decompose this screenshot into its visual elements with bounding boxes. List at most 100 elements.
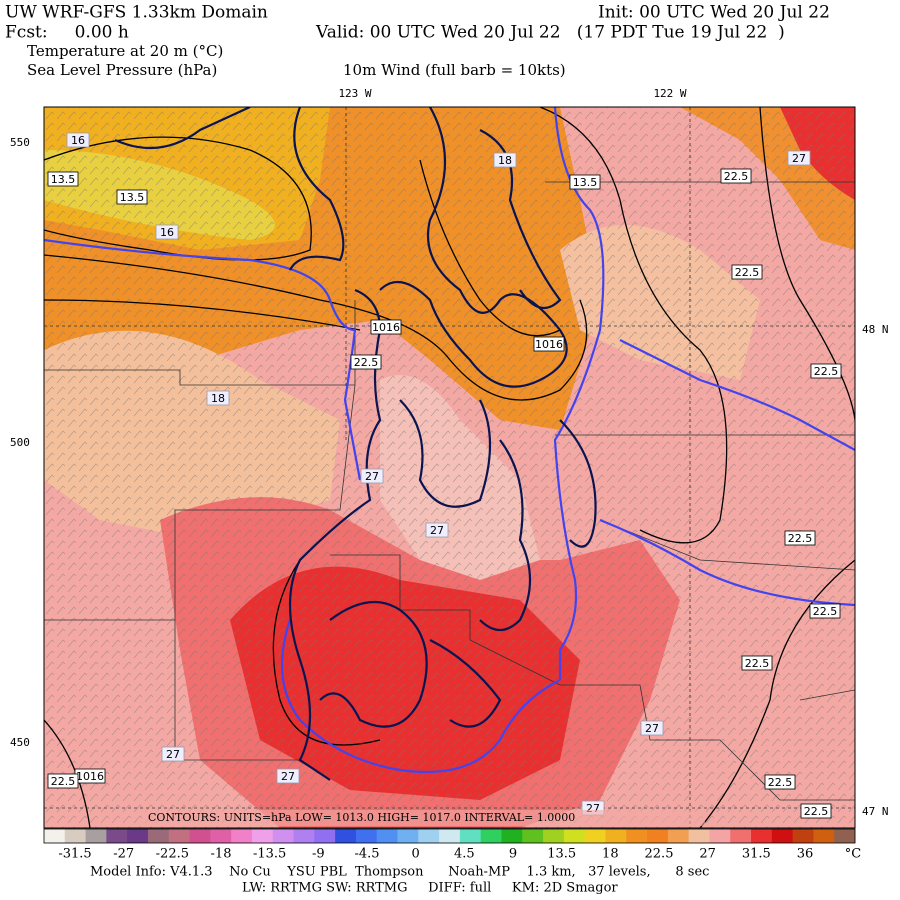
contour-label: 1016 (372, 321, 400, 334)
contour-label-box (360, 468, 384, 484)
contour-label-box (569, 174, 601, 190)
color-swatch (376, 829, 398, 843)
color-swatch (480, 829, 502, 843)
contour-label: 18 (211, 392, 225, 405)
color-swatch (272, 829, 294, 843)
colorbar-label: 13.5 (547, 847, 576, 862)
color-swatch (44, 829, 66, 843)
color-swatch (439, 829, 461, 843)
contour-label-box (425, 522, 449, 538)
color-swatch (522, 829, 544, 843)
color-swatch (501, 829, 523, 843)
contour-label: 16 (71, 134, 85, 147)
color-swatch (813, 829, 835, 843)
contour-label: 1016 (76, 770, 104, 783)
map-frame (43, 106, 856, 829)
contour-label-box (350, 354, 382, 370)
color-swatch (792, 829, 814, 843)
color-swatch (64, 829, 86, 843)
color-swatch (626, 829, 648, 843)
contour-label: 22.5 (51, 775, 76, 788)
color-swatch (189, 829, 211, 843)
contour-label: 27 (792, 152, 806, 165)
contour-label: 27 (365, 470, 379, 483)
colorbar-label: 22.5 (645, 847, 674, 862)
contour-label-box (493, 152, 517, 168)
title: UW WRF-GFS 1.33km Domain (5, 3, 268, 23)
color-swatch (667, 829, 690, 843)
contour-label-box (47, 171, 79, 187)
contour-label: 22.5 (724, 170, 749, 183)
contour-label-box (276, 768, 300, 784)
lat-label: 47 N (862, 805, 889, 818)
contour-label-box (640, 720, 664, 736)
colorbar-frame (43, 828, 856, 844)
contour-label: 22.5 (745, 657, 770, 670)
color-swatch (543, 829, 565, 843)
color-swatch (563, 829, 586, 843)
color-swatch (168, 829, 190, 843)
contour-label: 22.5 (804, 805, 829, 818)
color-swatch (355, 829, 378, 843)
color-swatch (709, 829, 731, 843)
contour-label-box (206, 390, 230, 406)
contour-label-box (370, 319, 402, 335)
contour-label: 16 (160, 226, 174, 239)
colorbar-label: 36 (797, 847, 814, 862)
contour-label: 27 (645, 722, 659, 735)
colorbar-label: -18 (211, 847, 232, 862)
contour-label: 27 (281, 770, 295, 783)
colorbar-label: 27 (699, 847, 716, 862)
init: Init: 00 UTC Wed 20 Jul 22 (598, 3, 830, 23)
contour-label-box (66, 132, 90, 148)
colorbar-label: -13.5 (253, 847, 286, 862)
wind-barbs (44, 107, 855, 828)
contour-label: 27 (166, 748, 180, 761)
contour-label: 13.5 (51, 173, 76, 186)
color-swatch (335, 829, 357, 843)
lon-label: 122 W (653, 87, 686, 100)
color-swatch (147, 829, 170, 843)
color-swatch (106, 829, 128, 843)
colorbar-label: 31.5 (742, 847, 771, 862)
color-swatch (314, 829, 336, 843)
contour-label-box (155, 224, 179, 240)
color-swatch (459, 829, 482, 843)
color-swatch (293, 829, 315, 843)
color-swatch (751, 829, 773, 843)
fcst: Fcst: 0.00 h (5, 23, 129, 43)
county-lines (44, 107, 855, 828)
valid: Valid: 00 UTC Wed 20 Jul 22 (17 PDT Tue … (315, 23, 785, 43)
contour-label: 13.5 (120, 191, 145, 204)
color-swatch (605, 829, 627, 843)
colorbar-label: -22.5 (156, 847, 189, 862)
contour-label-box (116, 189, 148, 205)
contour-label-box (731, 264, 763, 280)
color-swatch (418, 829, 440, 843)
contour-label: 22.5 (354, 356, 379, 369)
contour-label-box (741, 655, 773, 671)
color-swatch (771, 829, 794, 843)
contour-label: 22.5 (814, 365, 839, 378)
grid-label: 450 (10, 736, 30, 749)
contour-label-box (787, 150, 811, 166)
colorbar-label: 4.5 (454, 847, 475, 862)
contour-label: 13.5 (573, 176, 598, 189)
contour-label: 22.5 (813, 605, 838, 618)
pressure-contours (44, 107, 855, 828)
contour-label-box (809, 603, 841, 619)
colorbar-label: -9 (312, 847, 325, 862)
contour-label-box (764, 774, 796, 790)
grid-label: 500 (10, 436, 30, 449)
rivers (44, 107, 855, 774)
colorbar-label: 18 (602, 847, 619, 862)
lat-label: 48 N (862, 323, 889, 336)
contour-label-box (810, 363, 842, 379)
colorbar: -31.5 -27 -22.5 -18 -13.5 -9 -4.5 0 4.5 9 13.5 18 22… (43, 828, 861, 862)
contour-label-box (784, 530, 816, 546)
contour-label: 1016 (535, 338, 563, 351)
color-swatch (584, 829, 606, 843)
color-swatch (730, 829, 752, 843)
contour-label: 22.5 (735, 266, 760, 279)
